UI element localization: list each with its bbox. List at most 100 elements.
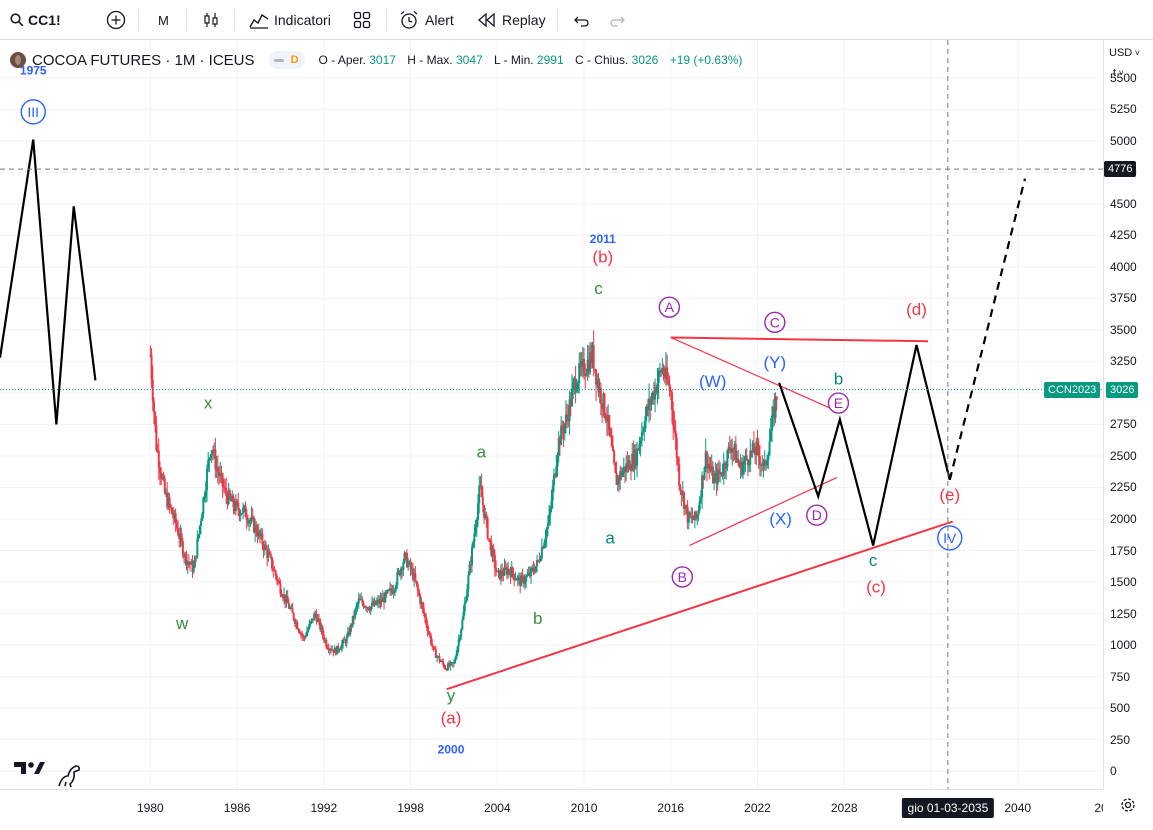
chart-type-button[interactable] (202, 0, 220, 40)
candle-body (310, 618, 313, 622)
candle-body (664, 367, 667, 378)
candle-body (605, 420, 608, 422)
candle-body (585, 373, 588, 376)
compare-symbol-button[interactable] (106, 0, 126, 40)
wave-label: c (594, 279, 603, 298)
candle-body (421, 602, 424, 608)
wave-label-circle (827, 392, 850, 414)
series-title[interactable]: COCOA FUTURES · 1M · ICEUS (32, 51, 255, 69)
candle-body (425, 617, 428, 625)
price-tick: 1250 (1110, 606, 1137, 621)
candle-body (645, 405, 648, 416)
time-tick: 2022 (744, 801, 771, 815)
candle-body (367, 607, 370, 610)
interval-button[interactable]: M (158, 12, 169, 28)
candle-body (481, 497, 484, 505)
redo-button[interactable] (609, 0, 627, 40)
alert-button[interactable]: Alert (399, 0, 454, 40)
currency-selector[interactable]: USD ˅ (1109, 47, 1140, 59)
candle-body (160, 472, 163, 479)
candle-body (369, 606, 372, 611)
candle-body (455, 654, 458, 659)
candle-body (622, 466, 625, 472)
gear-icon[interactable] (1120, 797, 1136, 813)
time-axis[interactable]: 1980198619921998200420102016202220282034… (0, 789, 1103, 819)
price-tick: 5250 (1110, 102, 1137, 117)
candle-body (289, 608, 292, 610)
symbol-search-button[interactable]: CC1! (10, 0, 61, 40)
candle-body (608, 415, 611, 430)
unit-selector[interactable]: t ˅ (1113, 67, 1124, 79)
candle-body (261, 533, 264, 545)
candle-body (215, 467, 218, 470)
wave-label: (d) (906, 300, 927, 319)
candle-body (580, 361, 583, 368)
price-chart[interactable]: 1975 III x w a b y (a) 2000 2011(b) c a A B C D E (W) (Y) (… (0, 40, 1103, 830)
candle-body (256, 533, 259, 538)
crosshair (0, 40, 1103, 790)
candle-body (263, 544, 266, 551)
candle-body (528, 572, 531, 577)
candle-body (328, 649, 331, 651)
wave-label-circle (764, 311, 786, 334)
toolbar-divider (557, 10, 558, 30)
candle-body (185, 554, 188, 566)
candle-body (501, 570, 504, 575)
candle-body (485, 514, 488, 519)
candle-body (473, 532, 476, 542)
dinosaur-icon[interactable] (56, 762, 82, 788)
candle-body (673, 425, 676, 431)
candle-body (679, 485, 682, 492)
layouts-button[interactable] (353, 0, 371, 40)
candle-body (639, 440, 642, 444)
candle-body (243, 505, 246, 508)
candle-body (604, 415, 607, 421)
candle-body (355, 606, 358, 610)
data-delay-badge[interactable]: D (268, 51, 305, 69)
candle-body (695, 511, 698, 519)
time-tick: 2040 (1004, 801, 1031, 815)
wave-label: E (834, 395, 843, 411)
candle-body (180, 533, 183, 542)
candle-body (273, 570, 276, 572)
candle-body (509, 571, 512, 578)
price-axis[interactable] (1103, 40, 1153, 790)
candle-body (295, 622, 298, 624)
candle-body (464, 600, 467, 603)
candle-body (290, 607, 293, 609)
candle-body (336, 645, 339, 655)
candle-body (334, 648, 337, 655)
candle-body (564, 414, 567, 425)
candle-body (420, 602, 423, 604)
candle-body (398, 570, 401, 576)
time-tick: 1980 (137, 801, 164, 815)
replay-button[interactable]: Replay (478, 0, 546, 40)
candle-body (586, 359, 589, 374)
tradingview-logo-icon[interactable] (14, 760, 46, 781)
candle-body (738, 463, 741, 468)
time-tick: 2004 (484, 801, 511, 815)
candle-body (342, 639, 345, 644)
candle-body (584, 375, 587, 377)
candle-body (268, 552, 271, 555)
candle-body (202, 497, 205, 514)
candle-body (181, 541, 184, 556)
candle-body (242, 507, 245, 514)
undo-button[interactable] (572, 0, 590, 40)
candle-body (642, 431, 645, 433)
candle-body (520, 575, 523, 587)
candle-body (597, 379, 600, 393)
indicators-button[interactable]: Indicatori (249, 0, 331, 40)
candle-body (685, 505, 688, 507)
time-tick: 1986 (224, 801, 251, 815)
candle-body (626, 463, 629, 468)
trendline (670, 336, 929, 343)
candle-body (505, 568, 508, 575)
price-tick: 5000 (1110, 133, 1137, 148)
candle-body (349, 625, 352, 635)
candle-body (675, 438, 678, 459)
rewind-icon (478, 13, 495, 27)
candle-body (351, 615, 354, 626)
candle-body (152, 401, 155, 413)
candle-body (637, 448, 640, 451)
